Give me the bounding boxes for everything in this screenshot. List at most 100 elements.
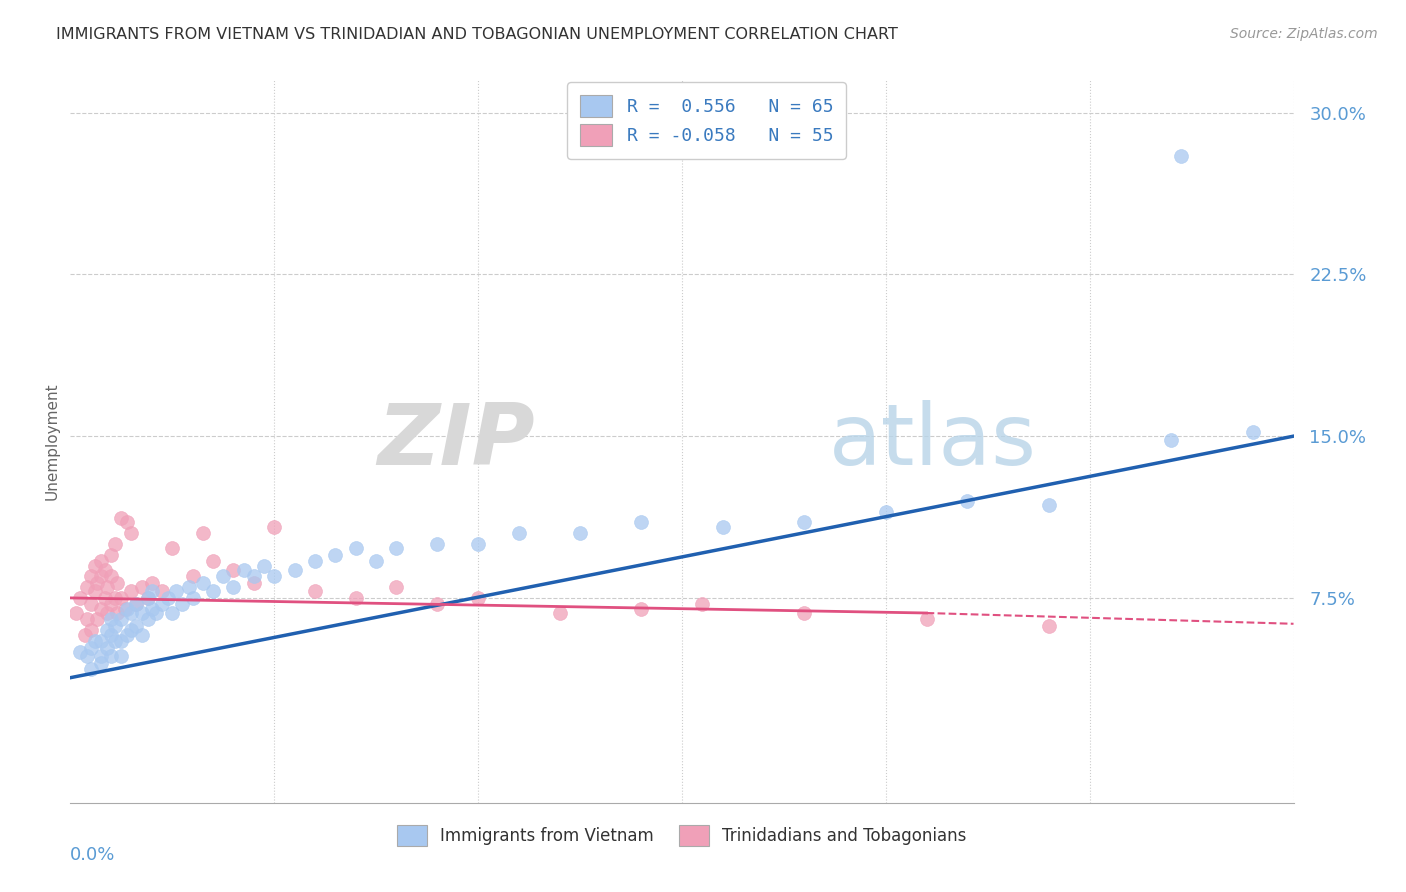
Point (793, 606, 815, 620)
Legend: Immigrants from Vietnam, Trinidadians and Tobagonians: Immigrants from Vietnam, Trinidadians an… (391, 819, 973, 852)
Point (90, 649, 112, 664)
Point (172, 598, 194, 612)
Point (90, 634, 112, 648)
Point (630, 601, 652, 615)
Point (548, 606, 571, 620)
Point (202, 584, 225, 599)
Point (1160, 434, 1182, 448)
Text: Source: ZipAtlas.com: Source: ZipAtlas.com (1230, 27, 1378, 41)
Point (630, 516, 652, 530)
Point (110, 511, 132, 525)
Point (110, 649, 132, 664)
Point (162, 606, 183, 620)
Point (90, 601, 112, 615)
Point (69, 645, 91, 659)
Text: IMMIGRANTS FROM VIETNAM VS TRINIDADIAN AND TOBAGONIAN UNEMPLOYMENT CORRELATION C: IMMIGRANTS FROM VIETNAM VS TRINIDADIAN A… (56, 27, 898, 42)
Point (83, 584, 105, 599)
Point (1241, 425, 1264, 439)
Point (141, 575, 163, 590)
Point (76, 612, 98, 626)
Point (1170, 149, 1192, 163)
Point (344, 591, 367, 605)
Point (94, 563, 117, 577)
Point (104, 619, 127, 633)
Point (711, 520, 734, 534)
Point (141, 584, 163, 599)
Point (253, 558, 276, 573)
Point (110, 591, 132, 605)
Point (232, 563, 254, 577)
Text: 0.0%: 0.0% (70, 847, 115, 864)
Point (162, 541, 183, 556)
Point (100, 649, 122, 664)
Point (100, 569, 122, 583)
Point (136, 591, 159, 605)
Point (915, 612, 938, 626)
Point (150, 584, 173, 599)
Point (243, 575, 266, 590)
Point (165, 584, 187, 599)
Point (222, 580, 245, 594)
Point (76, 580, 98, 594)
Point (104, 634, 127, 648)
Point (124, 619, 146, 633)
Point (690, 598, 713, 612)
Point (136, 612, 159, 626)
Point (508, 526, 530, 541)
Point (100, 548, 122, 562)
Point (104, 537, 127, 551)
Y-axis label: Unemployment: Unemployment (44, 383, 59, 500)
Point (141, 601, 163, 615)
Point (90, 569, 112, 583)
Point (79, 662, 103, 676)
Point (467, 591, 489, 605)
Point (96, 640, 118, 655)
Point (426, 537, 449, 551)
Point (150, 598, 173, 612)
Point (114, 601, 136, 615)
Point (83, 558, 105, 573)
Point (366, 554, 388, 568)
Point (79, 569, 103, 583)
Point (136, 591, 159, 605)
Point (568, 526, 592, 541)
Point (956, 493, 979, 508)
Point (79, 640, 103, 655)
Point (94, 591, 117, 605)
Point (69, 591, 91, 605)
Point (117, 601, 139, 615)
Point (157, 591, 180, 605)
Point (124, 598, 146, 612)
Point (304, 584, 326, 599)
Point (65, 606, 87, 620)
Point (145, 606, 167, 620)
Point (131, 580, 153, 594)
Point (191, 575, 214, 590)
Point (467, 537, 489, 551)
Point (304, 554, 326, 568)
Point (284, 563, 307, 577)
Point (117, 516, 139, 530)
Point (426, 598, 449, 612)
Point (263, 520, 285, 534)
Text: atlas: atlas (828, 400, 1036, 483)
Point (79, 598, 103, 612)
Point (110, 634, 132, 648)
Point (181, 591, 204, 605)
Point (1038, 498, 1060, 512)
Point (323, 548, 347, 562)
Point (131, 627, 153, 641)
Point (96, 606, 118, 620)
Point (96, 580, 118, 594)
Point (121, 526, 143, 541)
Point (121, 584, 143, 599)
Point (100, 612, 122, 626)
Text: ZIP: ZIP (377, 400, 536, 483)
Point (121, 624, 143, 638)
Point (105, 606, 128, 620)
Point (243, 569, 266, 583)
Point (222, 563, 245, 577)
Point (96, 624, 118, 638)
Point (105, 575, 128, 590)
Point (83, 634, 105, 648)
